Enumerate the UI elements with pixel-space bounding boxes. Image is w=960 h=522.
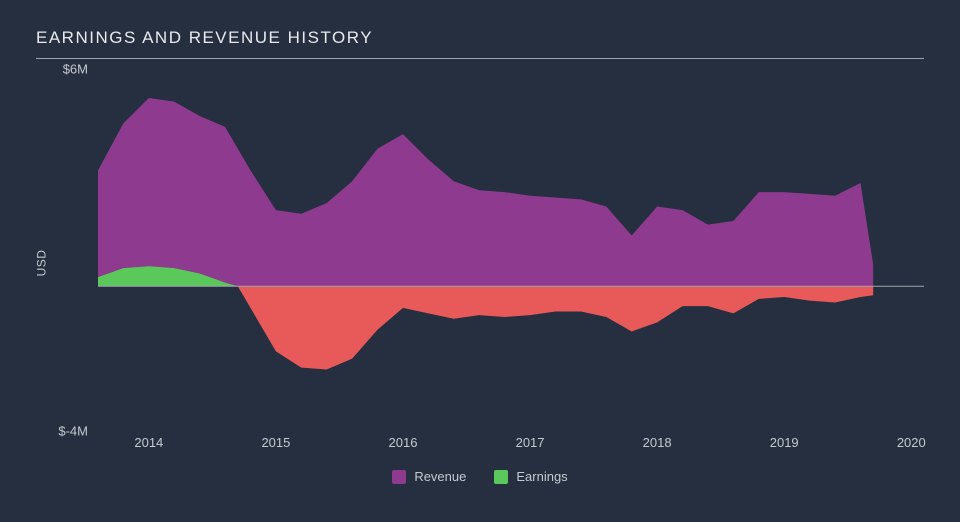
y-tick-label: $-4M [58,424,88,439]
x-tick-label: 2020 [897,435,926,450]
legend-swatch [392,470,406,484]
x-tick-label: 2017 [516,435,545,450]
legend-label: Earnings [516,469,567,484]
legend: Revenue Earnings [36,469,924,489]
revenue-area [98,98,873,286]
x-tick-label: 2014 [134,435,163,450]
y-axis-ticks: $6M $-4M [36,63,96,463]
legend-item: Earnings [494,469,567,484]
plot-wrapper: USD $6M$-4M 2014201520162017201820192020 [36,63,924,463]
chart-title: EARNINGS AND REVENUE HISTORY [36,28,924,48]
legend-swatch [494,470,508,484]
x-tick-label: 2019 [770,435,799,450]
earnings-negative-area [238,286,873,369]
x-tick-label: 2016 [389,435,418,450]
chart-container: EARNINGS AND REVENUE HISTORY USD $6M$-4M… [0,0,960,522]
x-axis-ticks: 2014 2015 2016 2017 2018 2019 2020 [98,435,924,453]
plot-svg [98,69,924,431]
legend-label: Revenue [414,469,466,484]
plot-area [98,69,924,431]
legend-item: Revenue [392,469,466,484]
y-tick-label: $6M [63,62,88,77]
title-underline [36,58,924,59]
x-tick-label: 2015 [261,435,290,450]
x-tick-label: 2018 [643,435,672,450]
